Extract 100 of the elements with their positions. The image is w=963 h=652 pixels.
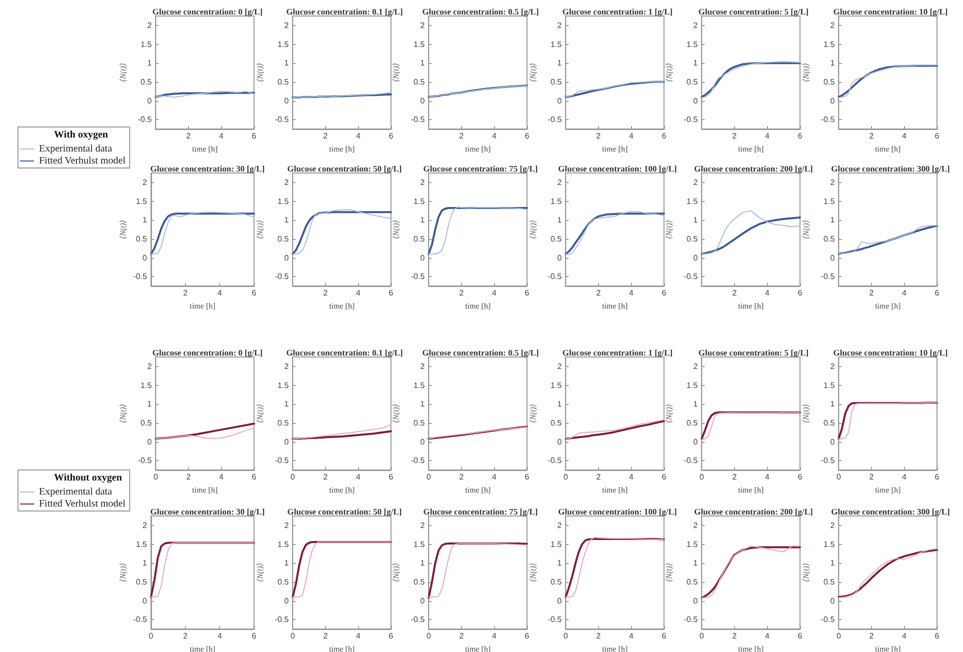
y-tick-label: -0.5 — [138, 456, 152, 466]
x-tick-label: 2 — [869, 632, 874, 640]
y-tick-label: 0 — [147, 437, 152, 446]
chart-title: Glucose concentration: 300 [g/L] — [831, 164, 950, 174]
x-tick-label: 4 — [219, 132, 224, 140]
y-tick-label: 0 — [830, 437, 836, 446]
y-tick-label: 1.5 — [686, 196, 698, 206]
y-tick-label: -0.5 — [548, 456, 562, 466]
x-tick-label: 2 — [869, 472, 874, 482]
chart-title: Glucose concentration: 0.1 [g/L] — [286, 348, 403, 358]
y-tick-label: 0 — [557, 596, 562, 606]
y-tick-label: 2 — [830, 20, 836, 30]
y-tick-label: 0.5 — [278, 234, 290, 244]
y-tick-label: 1.5 — [136, 196, 148, 206]
chart-title: Glucose concentration: 50 [g/L] — [287, 506, 402, 516]
x-tick-label: 4 — [217, 288, 222, 298]
y-tick-label: 1.5 — [686, 40, 698, 49]
y-tick-label: 0 — [830, 253, 836, 262]
x-axis-title: time [h] — [602, 301, 628, 310]
x-tick-label: 2 — [869, 288, 874, 298]
x-axis-title: time [h] — [465, 144, 491, 154]
y-axis-title: ⟨N(t)⟩ — [664, 62, 674, 82]
chart-title: Glucose concentration: 1 [g/L] — [562, 6, 673, 16]
y-tick-label: 1.5 — [278, 540, 290, 549]
x-tick-label: 0 — [290, 632, 296, 640]
y-tick-label: 0 — [284, 253, 290, 262]
x-tick-label: 6 — [524, 132, 530, 140]
x-tick-label: 4 — [629, 632, 634, 640]
x-axis-title: time [h] — [875, 144, 901, 154]
x-axis-title: time [h] — [465, 485, 491, 494]
y-tick-label: 2 — [830, 362, 836, 371]
x-tick-label: 6 — [934, 288, 940, 298]
y-tick-label: -0.5 — [548, 272, 562, 282]
y-tick-label: 0.5 — [824, 577, 836, 586]
x-tick-label: 2 — [596, 288, 602, 298]
x-tick-label: 4 — [765, 472, 770, 482]
x-tick-label: 6 — [252, 632, 257, 640]
line-series — [155, 427, 254, 440]
x-tick-label: 4 — [356, 472, 361, 482]
y-tick-label: 1 — [284, 58, 290, 68]
y-axis-title: ⟨N(t)⟩ — [118, 562, 128, 582]
y-tick-label: 0.5 — [686, 577, 698, 586]
y-tick-label: 2 — [557, 20, 562, 30]
y-axis-title: ⟨N(t)⟩ — [118, 220, 128, 240]
y-tick-label: 1 — [830, 400, 836, 409]
x-tick-label: 6 — [388, 472, 394, 482]
y-tick-label: 1 — [693, 558, 698, 568]
x-tick-label: 4 — [356, 632, 361, 640]
x-tick-label: 6 — [934, 472, 940, 482]
x-tick-label: 2 — [869, 132, 874, 140]
x-tick-label: 2 — [459, 632, 464, 640]
y-tick-label: 2 — [693, 520, 698, 530]
y-axis-title: ⟨N(t)⟩ — [256, 404, 264, 424]
y-tick-label: 0 — [420, 253, 426, 262]
x-tick-label: 2 — [732, 632, 738, 640]
x-tick-label: 4 — [492, 472, 497, 482]
y-tick-label: -0.5 — [820, 272, 836, 282]
chart-title: Glucose concentration: 100 [g/L] — [558, 506, 678, 516]
x-tick-label: 6 — [798, 132, 803, 140]
legend-title: With oxygen — [54, 130, 108, 140]
x-tick-label: 6 — [798, 472, 803, 482]
y-tick-label: 2 — [147, 362, 152, 371]
y-tick-label: 0 — [693, 596, 698, 606]
chart-title: Glucose concentration: 0.5 [g/L] — [422, 6, 539, 16]
y-tick-label: 2 — [420, 178, 426, 187]
x-tick-label: 6 — [798, 288, 803, 298]
y-tick-label: 0.5 — [278, 577, 290, 586]
y-tick-label: 1 — [557, 558, 562, 568]
y-tick-label: -0.5 — [548, 115, 562, 124]
y-tick-label: 0.5 — [136, 577, 148, 586]
x-tick-label: 6 — [662, 132, 667, 140]
x-tick-label: 6 — [934, 132, 940, 140]
y-tick-label: 1 — [284, 400, 290, 409]
y-tick-label: 0 — [830, 96, 836, 106]
x-tick-label: 2 — [596, 472, 602, 482]
y-tick-label: 1 — [557, 400, 562, 409]
y-tick-label: -0.5 — [138, 115, 152, 124]
y-tick-label: 0 — [147, 96, 152, 106]
x-axis-title: time [h] — [875, 301, 901, 310]
legend-label: Fitted Verhulst model — [39, 498, 126, 510]
x-axis-title: time [h] — [738, 144, 764, 154]
y-axis-title: ⟨N(t)⟩ — [256, 562, 264, 582]
y-tick-label: 1.5 — [550, 380, 562, 390]
y-tick-label: -0.5 — [274, 115, 290, 124]
y-tick-label: 1 — [142, 558, 148, 568]
chart-title: Glucose concentration: 75 [g/L] — [423, 506, 538, 516]
y-tick-label: 1.5 — [824, 40, 836, 49]
y-tick-label: 0.5 — [278, 418, 290, 428]
y-tick-label: 2 — [557, 520, 562, 530]
chart-title: Glucose concentration: 0 [g/L] — [152, 348, 263, 358]
x-tick-label: 6 — [524, 288, 530, 298]
legend-title: Without oxygen — [54, 472, 122, 484]
y-tick-label: 0.5 — [140, 77, 152, 86]
chart-title: Glucose concentration: 5 [g/L] — [698, 348, 809, 358]
legend-label: Experimental data — [39, 144, 113, 154]
y-tick-label: 0.5 — [140, 418, 152, 428]
y-tick-label: 2 — [830, 520, 836, 530]
y-tick-label: -0.5 — [410, 615, 426, 624]
x-tick-label: 4 — [902, 132, 907, 140]
y-tick-label: 1.5 — [278, 196, 290, 206]
